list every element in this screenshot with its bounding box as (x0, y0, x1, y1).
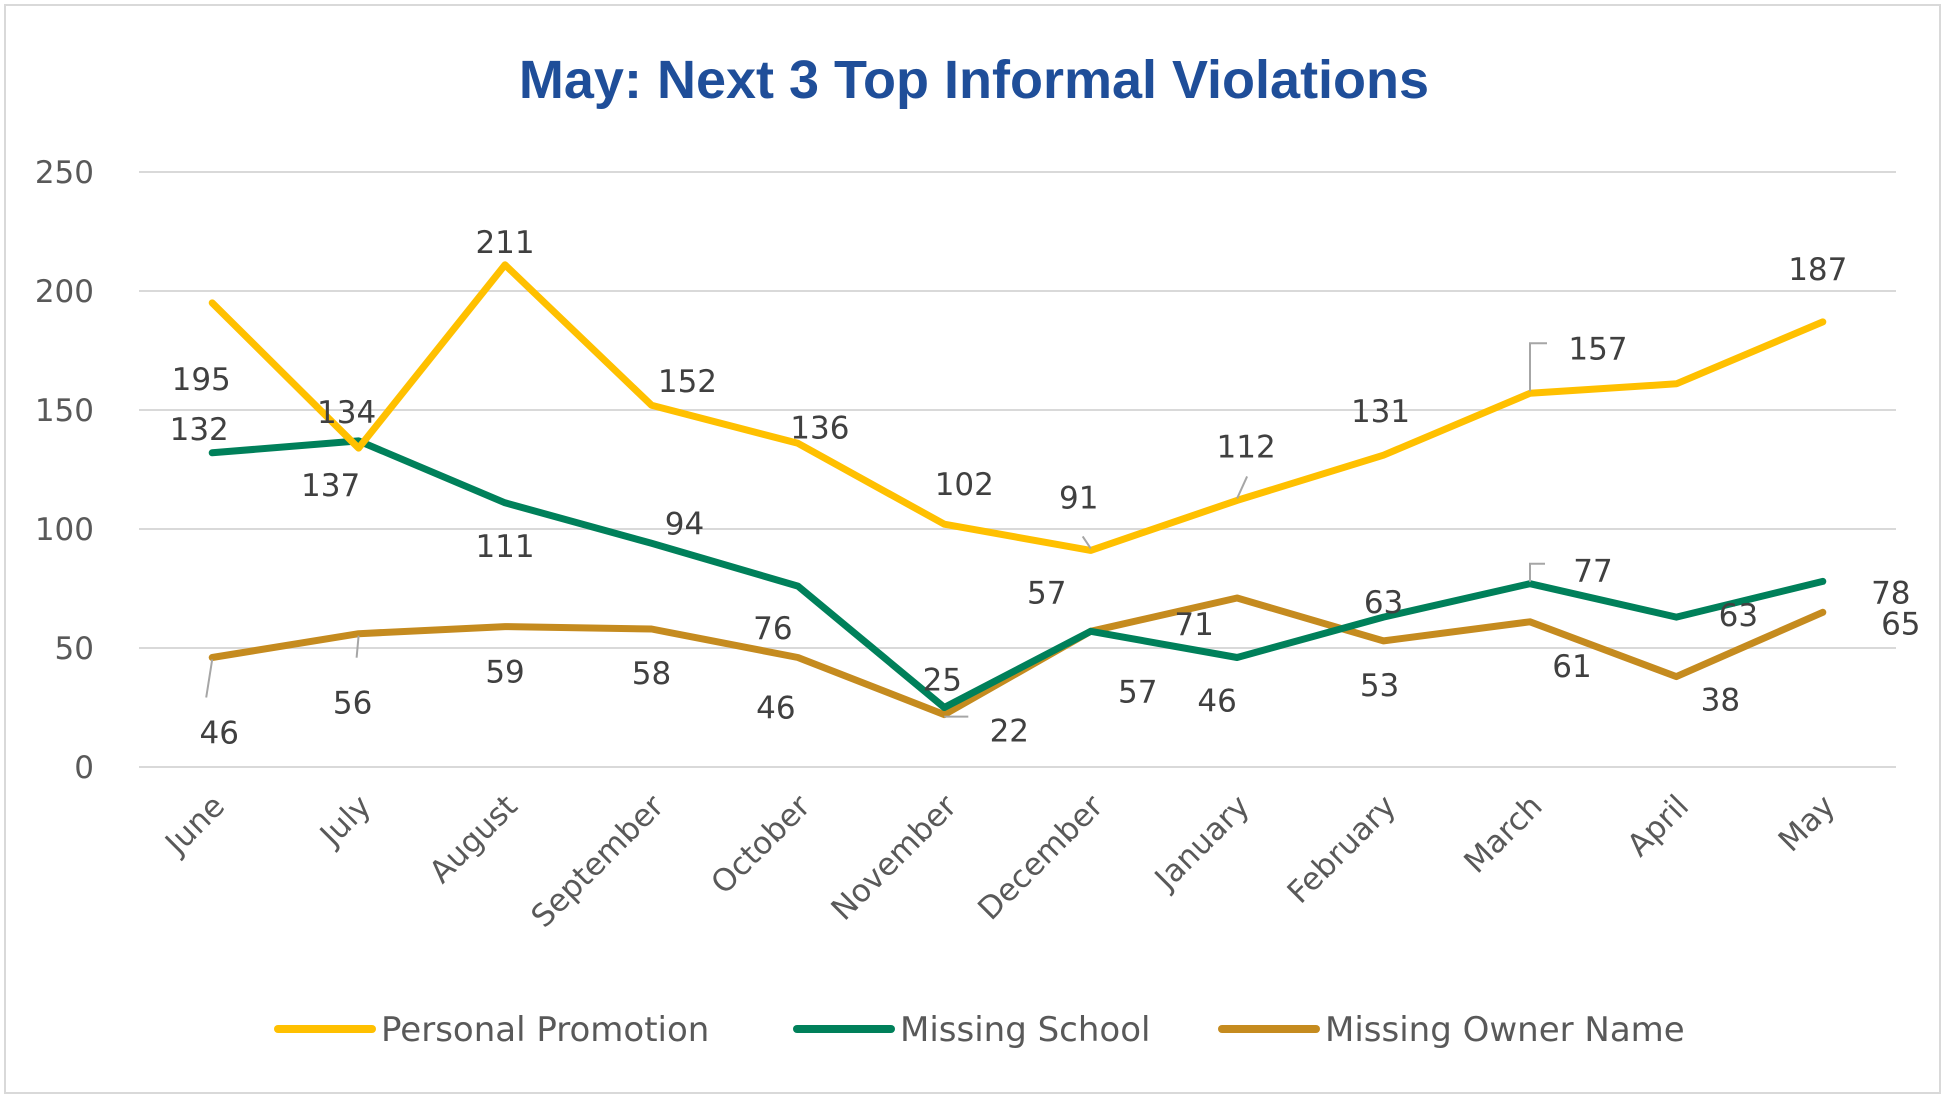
x-tick-label: October (704, 788, 817, 901)
data-label: 195 (172, 362, 231, 398)
data-label: 59 (485, 655, 524, 691)
data-label: 111 (475, 529, 534, 565)
y-axis-ticks: 0 50 100 150 200 250 (35, 155, 94, 786)
data-label: 134 (317, 395, 376, 431)
series-lines (208, 261, 1827, 719)
data-label: 63 (1364, 585, 1403, 621)
data-label: 94 (665, 506, 704, 542)
label-leader-line (1529, 342, 1547, 392)
data-label: 152 (658, 364, 717, 400)
series-line-1 (208, 437, 1827, 711)
x-axis-ticks: June July August September October November De… (157, 788, 1842, 935)
data-label: 76 (753, 611, 792, 647)
data-label: 131 (1351, 394, 1410, 430)
chart-frame (4, 4, 1941, 1094)
data-label: 63 (1719, 598, 1758, 634)
series-line-0 (208, 261, 1827, 554)
data-label: 157 (1568, 331, 1627, 367)
data-label: 22 (990, 714, 1029, 750)
legend-label: Missing Owner Name (1325, 1010, 1685, 1050)
label-leader-line (205, 659, 214, 698)
data-labels: 195 134 211 152 136 102 91 112 131 157 187 132 137 11… (170, 225, 1921, 752)
data-label: 65 (1881, 606, 1920, 642)
data-label: 61 (1552, 649, 1591, 685)
data-label: 91 (1059, 480, 1098, 516)
data-label: 136 (790, 410, 849, 446)
data-label: 187 (1788, 252, 1847, 288)
x-tick-label: December (971, 788, 1110, 927)
x-tick-label: August (423, 788, 525, 890)
x-tick-label: January (1147, 788, 1257, 898)
data-label: 57 (1027, 575, 1066, 611)
legend: Personal Promotion Missing School Missing … (274, 1010, 1685, 1050)
chart-title: May: Next 3 Top Informal Violations (519, 50, 1429, 110)
data-label: 46 (1197, 684, 1236, 720)
data-label: 112 (1217, 429, 1276, 465)
data-label: 102 (935, 467, 994, 503)
label-leaders (205, 342, 1547, 718)
y-tick-label: 200 (35, 274, 94, 310)
x-tick-label: March (1457, 788, 1549, 880)
y-tick-label: 50 (55, 631, 94, 667)
x-tick-label: April (1620, 788, 1696, 864)
data-label: 46 (199, 716, 238, 752)
data-label: 25 (923, 663, 962, 699)
data-label: 211 (475, 225, 534, 261)
x-tick-label: June (157, 788, 232, 863)
label-leader-line (1529, 562, 1545, 582)
data-label: 46 (756, 691, 795, 727)
gridlines (139, 171, 1896, 768)
data-label: 56 (333, 686, 372, 722)
y-tick-label: 100 (35, 512, 94, 548)
label-leader-line (1081, 535, 1092, 549)
x-tick-label: May (1772, 788, 1843, 859)
x-tick-label: September (524, 788, 671, 935)
label-leader-line (1236, 475, 1249, 499)
x-tick-label: February (1281, 788, 1404, 911)
data-label: 57 (1118, 674, 1157, 710)
data-label: 137 (301, 468, 360, 504)
y-tick-label: 150 (35, 393, 94, 429)
data-label: 78 (1871, 575, 1910, 611)
data-label: 71 (1174, 607, 1213, 643)
data-label: 38 (1701, 683, 1740, 719)
legend-label: Missing School (900, 1010, 1150, 1050)
legend-label: Personal Promotion (381, 1010, 709, 1050)
y-tick-label: 0 (74, 750, 94, 786)
data-label: 77 (1573, 554, 1612, 590)
y-tick-label: 250 (35, 155, 94, 191)
data-label: 53 (1360, 668, 1399, 704)
label-leader-line (355, 635, 360, 658)
data-label: 58 (632, 656, 671, 692)
x-tick-label: November (824, 788, 964, 928)
data-label: 132 (170, 412, 229, 448)
x-tick-label: July (312, 788, 378, 854)
